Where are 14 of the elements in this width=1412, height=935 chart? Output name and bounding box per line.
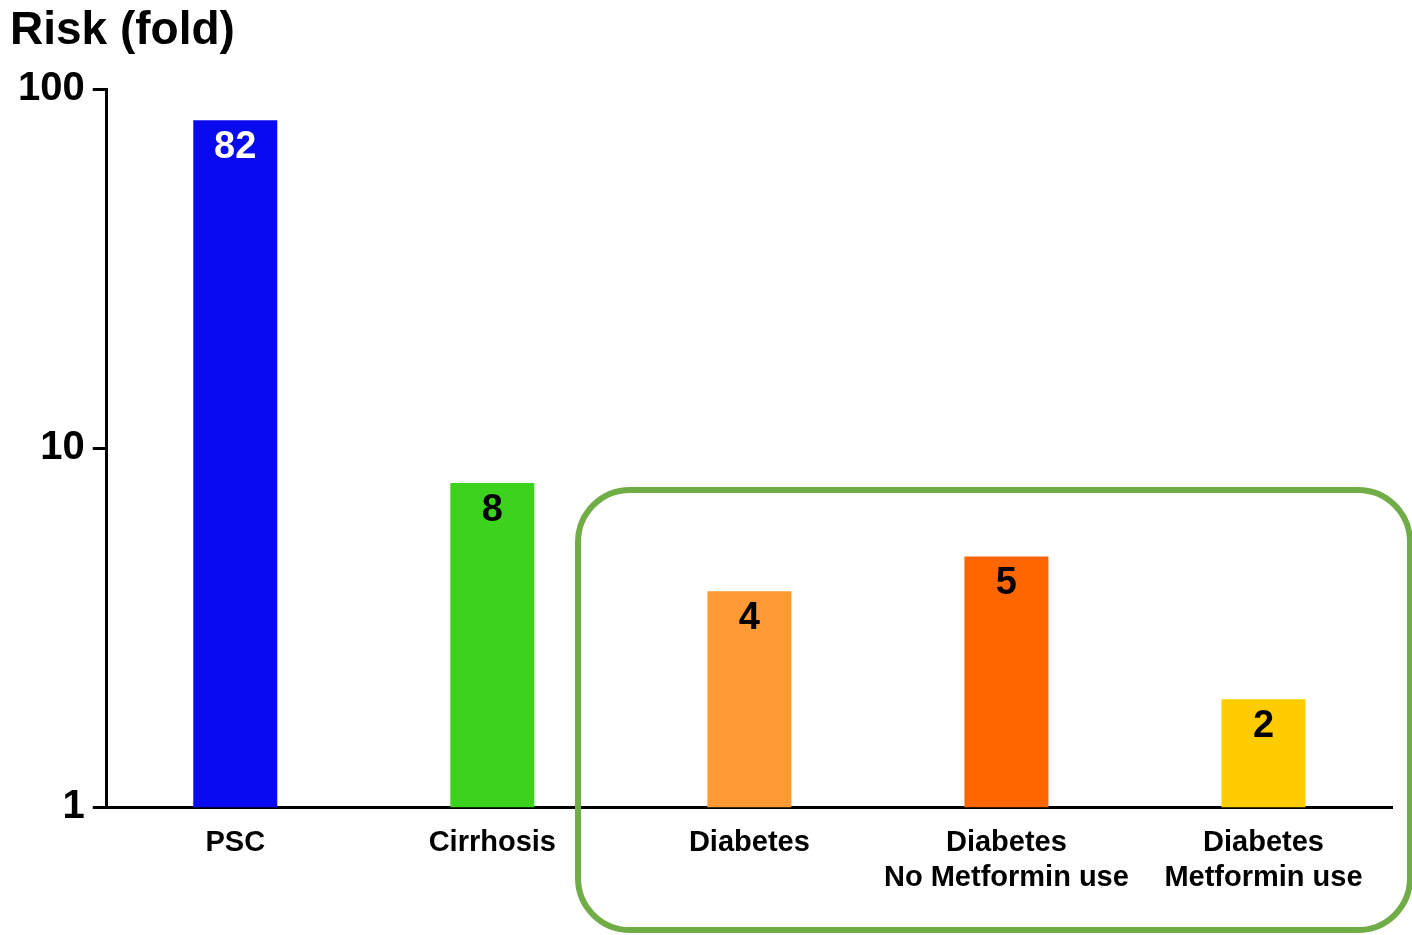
data-label: 8: [481, 486, 503, 529]
x-tick-label: PSC: [205, 824, 266, 857]
y-tick-label: 10: [40, 423, 85, 468]
x-tick-label: Cirrhosis: [428, 824, 556, 857]
data-label: 82: [214, 123, 257, 166]
data-label: 4: [738, 594, 760, 637]
y-tick-label: 1: [62, 782, 85, 827]
chart-title: Risk (fold): [10, 2, 235, 55]
data-label: 5: [995, 559, 1017, 602]
x-tick-label: Diabetes: [688, 824, 810, 857]
y-tick-label: 100: [17, 64, 85, 109]
x-tick-label: Diabetes No Metformin use: [883, 824, 1129, 892]
data-label: 2: [1252, 702, 1275, 745]
x-tick-label: Diabetes Metformin use: [1164, 824, 1363, 892]
